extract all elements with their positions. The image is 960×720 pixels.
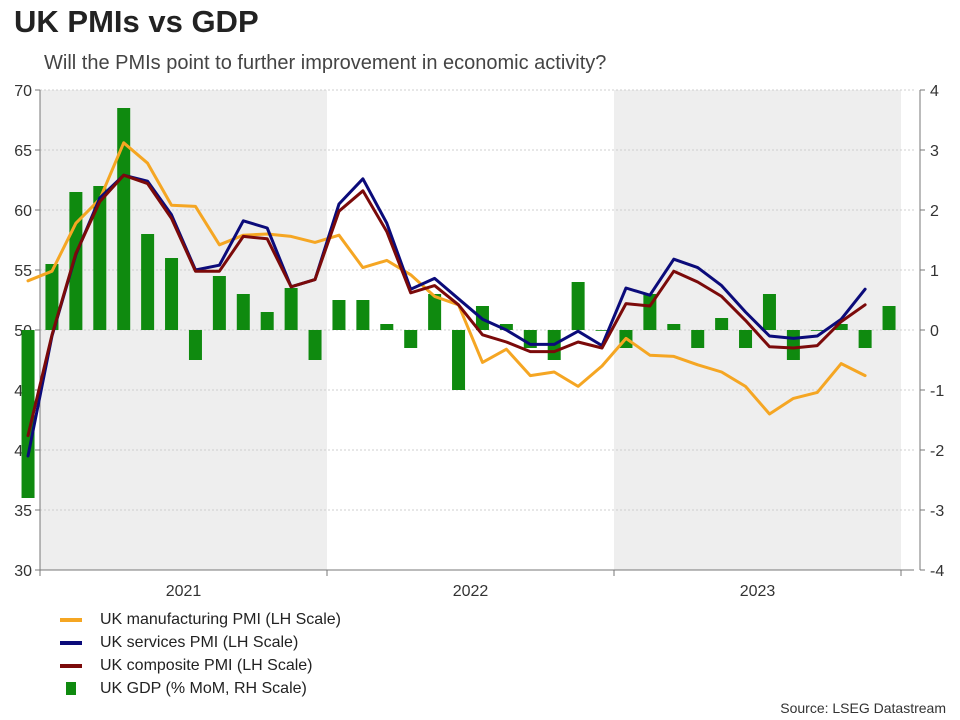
gdp-bar xyxy=(141,234,155,330)
gdp-bar xyxy=(691,330,705,348)
gdp-bar xyxy=(595,330,609,331)
gdp-bar xyxy=(69,192,83,330)
gdp-bar xyxy=(308,330,322,360)
legend-label-gdp: UK GDP (% MoM, RH Scale) xyxy=(100,679,307,697)
legend-item-manufacturing: UK manufacturing PMI (LH Scale) xyxy=(60,608,341,631)
x-year-label: 2021 xyxy=(166,583,202,600)
legend-item-gdp: UK GDP (% MoM, RH Scale) xyxy=(60,677,341,700)
gdp-bar xyxy=(404,330,418,348)
right-tick-label: -4 xyxy=(930,563,944,580)
left-tick-label: 35 xyxy=(14,503,32,520)
x-year-label: 2022 xyxy=(453,583,489,600)
gdp-bar xyxy=(93,186,107,330)
source-note: Source: LSEG Datastream xyxy=(780,700,946,716)
gdp-bar xyxy=(452,330,466,390)
gdp-bar xyxy=(188,330,202,360)
right-tick-label: 1 xyxy=(930,263,939,280)
gdp-bar xyxy=(499,324,513,330)
right-tick-label: -2 xyxy=(930,443,944,460)
left-tick-label: 55 xyxy=(14,263,32,280)
gdp-bar xyxy=(667,324,681,330)
gdp-bar xyxy=(260,312,274,330)
gdp-bar xyxy=(117,108,131,330)
legend-label-manufacturing: UK manufacturing PMI (LH Scale) xyxy=(100,610,341,628)
gdp-bar xyxy=(715,318,729,330)
gdp-bar xyxy=(858,330,872,348)
chart-subtitle: Will the PMIs point to further improveme… xyxy=(44,52,607,74)
chart-legend: UK manufacturing PMI (LH Scale) UK servi… xyxy=(60,608,341,700)
left-tick-label: 70 xyxy=(14,83,32,100)
gdp-bar xyxy=(762,294,776,330)
right-tick-label: 4 xyxy=(930,83,939,100)
series-line-manufacturing xyxy=(26,141,867,416)
right-tick-label: 0 xyxy=(930,323,939,340)
gdp-bar xyxy=(810,330,824,331)
gdp-bar xyxy=(571,282,585,330)
legend-swatch-gdp xyxy=(66,682,76,695)
left-tick-label: 30 xyxy=(14,563,32,580)
gdp-bar xyxy=(332,300,346,330)
series-line-composite xyxy=(26,173,867,438)
x-year-label: 2023 xyxy=(740,583,776,600)
legend-item-composite: UK composite PMI (LH Scale) xyxy=(60,654,341,677)
gdp-bar xyxy=(834,324,848,330)
legend-item-services: UK services PMI (LH Scale) xyxy=(60,631,341,654)
chart-title: UK PMIs vs GDP xyxy=(14,4,259,39)
legend-label-composite: UK composite PMI (LH Scale) xyxy=(100,656,313,674)
gdp-bar xyxy=(882,306,896,330)
gdp-bar xyxy=(212,276,226,330)
gdp-bar xyxy=(380,324,394,330)
gdp-bar xyxy=(786,330,800,360)
legend-swatch-composite xyxy=(60,663,82,668)
gdp-bar xyxy=(45,264,59,330)
gdp-bar xyxy=(284,288,298,330)
left-tick-label: 60 xyxy=(14,203,32,220)
gdp-bar xyxy=(428,294,442,330)
right-tick-label: 2 xyxy=(930,203,939,220)
right-tick-label: -3 xyxy=(930,503,944,520)
gdp-bar xyxy=(21,330,35,498)
gdp-bar xyxy=(739,330,753,348)
legend-label-services: UK services PMI (LH Scale) xyxy=(100,633,299,651)
right-tick-label: -1 xyxy=(930,383,944,400)
shaded-band-2021 xyxy=(40,90,327,570)
legend-swatch-services xyxy=(60,640,82,645)
gdp-bar xyxy=(356,300,370,330)
series-line-services xyxy=(26,173,867,458)
legend-swatch-manufacturing xyxy=(60,617,82,622)
gdp-bar xyxy=(236,294,250,330)
left-tick-label: 65 xyxy=(14,143,32,160)
gdp-bar xyxy=(165,258,179,330)
right-tick-label: 3 xyxy=(930,143,939,160)
